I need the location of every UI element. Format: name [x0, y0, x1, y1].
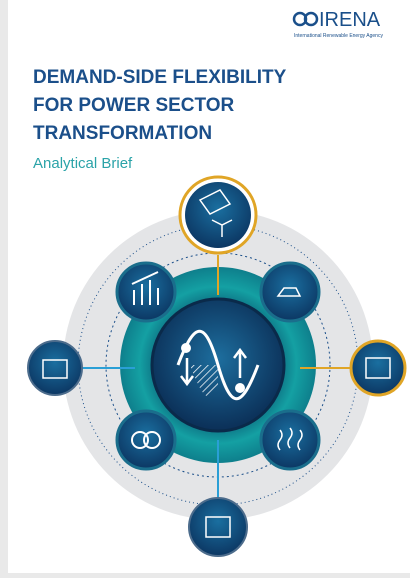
satellite [117, 263, 175, 321]
logo: IRENA International Renewable Energy Age… [294, 9, 383, 39]
wave-dot [181, 343, 191, 353]
subtitle: Analytical Brief [33, 155, 133, 172]
logo-text: IRENA [319, 9, 381, 31]
title-line: DEMAND-SIDE FLEXIBILITY [33, 67, 287, 88]
satellite [351, 341, 405, 395]
satellite [261, 411, 319, 469]
satellite [117, 411, 175, 469]
title-line: TRANSFORMATION [33, 123, 212, 144]
satellite [189, 498, 247, 556]
page: IRENA International Renewable Energy Age… [0, 0, 410, 573]
wave-dot [235, 383, 245, 393]
cover: IRENA International Renewable Energy Age… [0, 0, 410, 573]
satellite [261, 263, 319, 321]
title-line: FOR POWER SECTOR [33, 95, 235, 116]
satellite [28, 341, 82, 395]
satellite [185, 182, 251, 248]
agency-name: International Renewable Energy Agency [294, 33, 383, 39]
